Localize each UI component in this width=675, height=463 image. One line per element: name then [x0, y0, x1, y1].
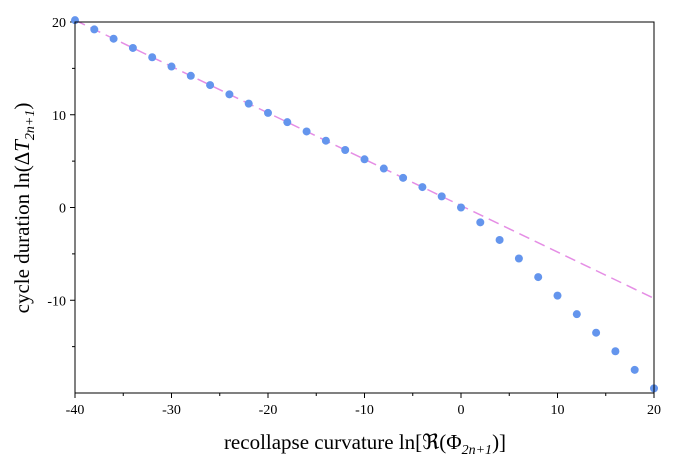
data-point	[167, 62, 176, 71]
data-point	[283, 118, 292, 127]
data-point	[148, 53, 157, 62]
data-point	[611, 347, 620, 356]
data-point	[206, 81, 215, 90]
plot-series	[71, 16, 658, 393]
y-tick-label: 20	[52, 16, 66, 31]
y-axis-title: cycle duration ln(ΔT2n+1)	[10, 103, 38, 314]
data-point	[630, 365, 639, 374]
data-point	[418, 183, 427, 192]
data-point	[128, 43, 137, 52]
x-tick-label: -40	[66, 403, 85, 418]
data-point	[457, 203, 465, 212]
data-point	[476, 218, 485, 227]
y-tick-label: 0	[59, 202, 66, 217]
data-point	[341, 145, 350, 154]
x-tick-label: 20	[647, 403, 661, 418]
data-point	[379, 164, 388, 173]
x-tick-label: 0	[458, 403, 465, 418]
y-tick-label: 10	[52, 109, 66, 124]
data-point	[437, 192, 446, 201]
data-point	[264, 108, 272, 117]
data-point	[109, 34, 118, 43]
data-point	[399, 173, 408, 182]
data-point	[186, 71, 195, 80]
x-tick-label: 10	[551, 403, 565, 418]
data-point	[553, 291, 562, 300]
plot-frame	[74, 21, 655, 394]
data-point	[572, 310, 581, 319]
data-point	[592, 328, 601, 337]
axis-ticks	[70, 21, 655, 398]
x-axis-title: recollapse curvature ln[ℜ(Φ2n+1)]	[224, 430, 506, 458]
axis-tick-labels: -40 -30 -20 -10 0 10 20 -10 0 10 20	[47, 16, 661, 418]
x-tick-label: -10	[355, 403, 374, 418]
data-point	[495, 235, 504, 244]
x-tick-label: -30	[162, 403, 181, 418]
data-point	[534, 273, 543, 282]
data-point	[90, 25, 99, 34]
data-point	[514, 254, 523, 263]
x-tick-label: -20	[259, 403, 278, 418]
data-point	[360, 155, 369, 164]
data-point	[244, 99, 253, 108]
data-point	[225, 90, 234, 99]
data-point	[321, 136, 330, 145]
data-point	[302, 127, 311, 136]
y-tick-label: -10	[47, 294, 66, 309]
